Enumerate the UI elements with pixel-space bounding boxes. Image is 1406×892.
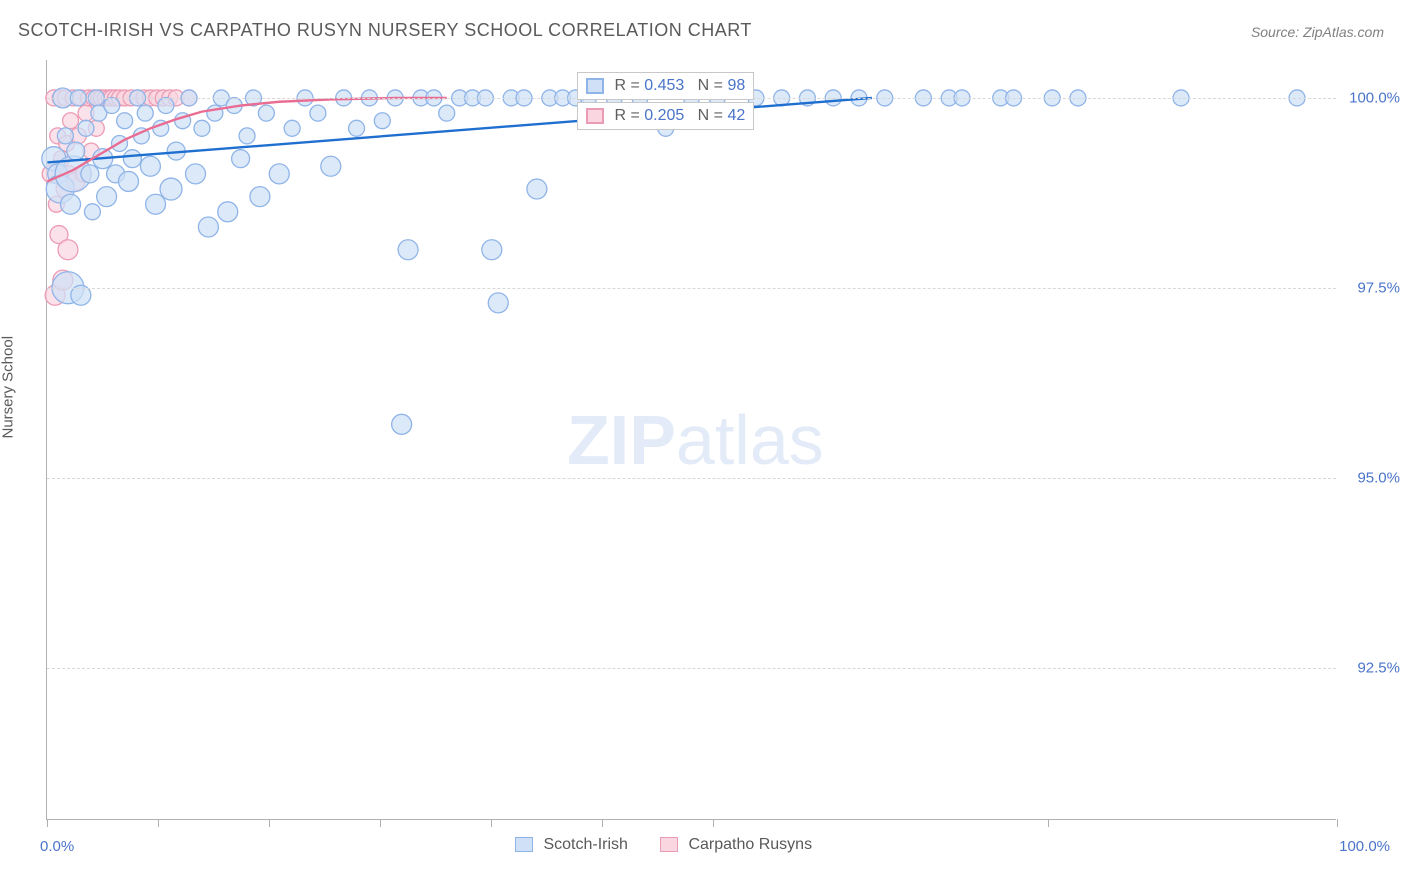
data-point: [81, 165, 99, 183]
r-value-1: 0.453: [644, 77, 684, 94]
data-point: [78, 120, 94, 136]
chart-svg: [47, 60, 1336, 819]
data-point: [239, 128, 255, 144]
x-tick-max: 100.0%: [1339, 838, 1390, 855]
gridline: [47, 478, 1336, 479]
data-point: [392, 414, 412, 434]
x-tick: [491, 819, 492, 827]
data-point: [194, 120, 210, 136]
gridline: [47, 668, 1336, 669]
data-point: [67, 142, 85, 160]
legend-bottom-swatch-2: [660, 837, 678, 852]
data-point: [63, 113, 79, 129]
data-point: [398, 240, 418, 260]
n-value-2: 42: [727, 107, 745, 124]
data-point: [250, 187, 270, 207]
data-point: [160, 178, 182, 200]
r-value-2: 0.205: [644, 107, 684, 124]
data-point: [140, 156, 160, 176]
y-axis-label: Nursery School: [0, 336, 17, 439]
data-point: [123, 150, 141, 168]
data-point: [137, 105, 153, 121]
legend-stats-row-2: R = 0.205 N = 42: [577, 102, 754, 130]
x-tick-min: 0.0%: [40, 838, 74, 855]
legend-bottom-swatch-1: [515, 837, 533, 852]
data-point: [482, 240, 502, 260]
data-point: [232, 150, 250, 168]
data-point: [146, 194, 166, 214]
legend-series-1: Scotch-Irish: [515, 836, 628, 854]
data-point: [349, 120, 365, 136]
y-tick-label: 95.0%: [1357, 470, 1400, 487]
x-tick: [47, 819, 48, 827]
y-tick-label: 100.0%: [1349, 90, 1400, 107]
data-point: [488, 293, 508, 313]
x-tick: [380, 819, 381, 827]
data-point: [104, 98, 120, 114]
legend-stats-row-1: R = 0.453 N = 98: [577, 72, 754, 100]
x-tick: [602, 819, 603, 827]
gridline: [47, 288, 1336, 289]
data-point: [269, 164, 289, 184]
data-point: [158, 98, 174, 114]
n-value-1: 98: [727, 77, 745, 94]
data-point: [321, 156, 341, 176]
data-point: [218, 202, 238, 222]
data-point: [258, 105, 274, 121]
x-tick: [1337, 819, 1338, 827]
data-point: [58, 240, 78, 260]
legend-swatch-blue: [586, 78, 604, 94]
data-point: [61, 194, 81, 214]
data-point: [527, 179, 547, 199]
y-tick-label: 97.5%: [1357, 280, 1400, 297]
x-tick: [1048, 819, 1049, 827]
data-point: [186, 164, 206, 184]
x-tick: [158, 819, 159, 827]
y-tick-label: 92.5%: [1357, 660, 1400, 677]
x-tick: [269, 819, 270, 827]
data-point: [198, 217, 218, 237]
data-point: [84, 204, 100, 220]
x-tick: [713, 819, 714, 827]
source-label: Source: ZipAtlas.com: [1251, 24, 1384, 40]
legend-swatch-pink: [586, 108, 604, 124]
plot-area: ZIPatlas 100.0%97.5%95.0%92.5% R = 0.453…: [46, 60, 1336, 820]
data-point: [117, 113, 133, 129]
data-point: [439, 105, 455, 121]
legend-bottom-label-2: Carpatho Rusyns: [688, 836, 812, 853]
data-point: [310, 105, 326, 121]
data-point: [119, 171, 139, 191]
data-point: [374, 113, 390, 129]
data-point: [57, 128, 73, 144]
data-point: [97, 187, 117, 207]
legend-series-2: Carpatho Rusyns: [660, 836, 812, 854]
chart-title: SCOTCH-IRISH VS CARPATHO RUSYN NURSERY S…: [18, 20, 752, 41]
data-point: [284, 120, 300, 136]
legend-bottom-label-1: Scotch-Irish: [543, 836, 627, 853]
